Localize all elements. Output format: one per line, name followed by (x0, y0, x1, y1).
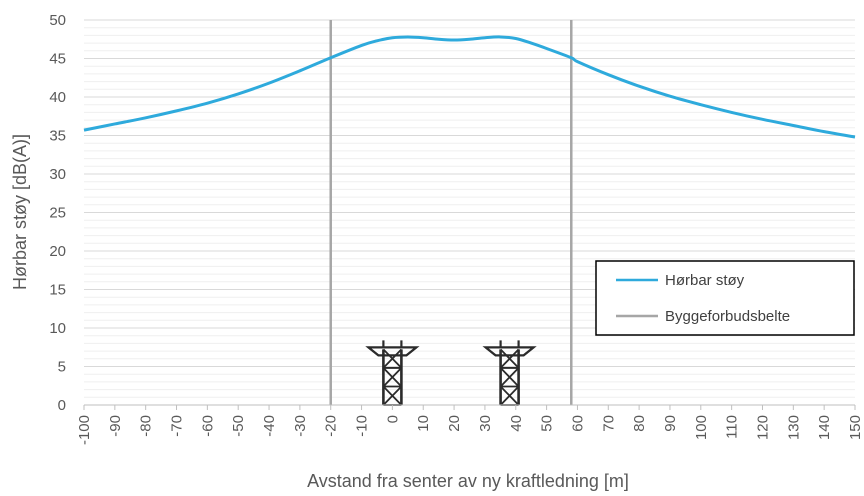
x-tick-label: -20 (323, 415, 340, 437)
y-tick-label: 20 (49, 243, 66, 260)
x-tick-label: -80 (138, 415, 155, 437)
y-tick-label: 40 (49, 89, 66, 106)
x-tick-label: -40 (261, 415, 278, 437)
x-tick-label: 80 (631, 415, 648, 432)
x-tick-label: 120 (754, 415, 771, 440)
x-tick-label: -100 (76, 415, 93, 445)
x-tick-label: 130 (785, 415, 802, 440)
x-tick-label: -70 (169, 415, 186, 437)
pylon-icon (482, 340, 537, 406)
series-layer (83, 35, 856, 139)
y-axis-title: Hørbar støy [dB(A)] (10, 134, 30, 290)
x-axis-title: Avstand fra senter av ny kraftledning [m… (307, 471, 629, 491)
x-tick-label: 110 (724, 415, 741, 439)
x-axis-ticks: -100 -90 -80 -70 -60 -50 -40 -30 -20 -10 0 10 20 30 40… (76, 405, 864, 445)
y-tick-label: 50 (49, 12, 66, 29)
y-tick-label: 45 (49, 51, 66, 68)
tower-markers (365, 340, 537, 406)
y-axis-ticks: 0 5 10 15 20 25 30 35 40 45 50 (49, 12, 66, 414)
x-tick-label: 100 (693, 415, 710, 440)
x-tick-label: -60 (199, 415, 216, 437)
x-tick-label: 50 (539, 415, 556, 432)
x-tick-label: 150 (847, 415, 864, 440)
x-tick-label: 30 (477, 415, 494, 432)
x-tick-label: -30 (292, 415, 309, 437)
y-tick-label: 35 (49, 128, 66, 145)
y-tick-label: 5 (58, 359, 66, 376)
y-tick-label: 15 (49, 282, 66, 299)
major-gridlines (84, 19, 855, 367)
y-tick-label: 25 (49, 205, 66, 222)
x-tick-label: 10 (415, 415, 432, 432)
construction-ban-lines (329, 20, 573, 405)
x-tick-label: 140 (816, 415, 833, 440)
pylon-icon (365, 340, 420, 406)
x-tick-label: 90 (662, 415, 679, 432)
x-tick-label: 60 (569, 415, 586, 432)
series-line-horbar-stoy (83, 35, 856, 139)
y-tick-label: 10 (49, 320, 66, 337)
x-tick-label: -50 (230, 415, 247, 437)
y-tick-label: 0 (58, 397, 66, 414)
legend-label-byggeforbudsbelte: Byggeforbudsbelte (665, 308, 790, 325)
x-tick-label: 20 (446, 415, 463, 432)
x-tick-label: -10 (354, 415, 371, 437)
x-tick-label: 40 (508, 415, 525, 432)
legend-label-horbar-stoy: Hørbar støy (665, 272, 745, 289)
y-tick-label: 30 (49, 166, 66, 183)
x-tick-label: 70 (600, 415, 617, 432)
legend: Hørbar støy Byggeforbudsbelte (595, 260, 855, 336)
x-tick-label: -90 (107, 415, 124, 437)
x-tick-label: 0 (384, 415, 401, 423)
legend-box (595, 260, 855, 336)
